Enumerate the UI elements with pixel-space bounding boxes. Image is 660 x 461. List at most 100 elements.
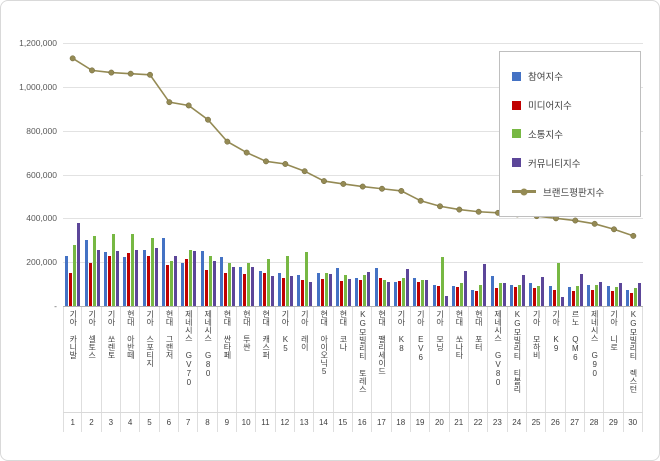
x-axis-rank-label: 10: [237, 413, 257, 432]
bar-미디어지수: [475, 290, 479, 306]
bar-소통지수: [131, 233, 135, 306]
line-marker: [69, 55, 76, 62]
bar-소통지수: [382, 279, 386, 306]
bar-커뮤니티지수: [270, 276, 274, 306]
x-axis-category-label: 기아 K9: [551, 310, 561, 353]
x-axis-category-label: 현대 그랜저: [165, 310, 174, 359]
x-axis-category-label: 현대 쏘나타: [454, 310, 464, 359]
bar-소통지수: [324, 273, 328, 306]
bar-미디어지수: [359, 279, 363, 306]
x-axis-category-label: 현대 싼타페: [222, 310, 232, 359]
bar-참여지수: [413, 277, 417, 306]
bar-소통지수: [363, 275, 367, 306]
x-axis-category-cell: 기아 스포티지: [140, 307, 160, 412]
y-axis-label: 800,000: [26, 125, 57, 136]
bar-미디어지수: [339, 280, 343, 306]
line-marker: [475, 208, 482, 215]
x-axis-rank-label: 30: [624, 413, 643, 432]
bar-소통지수: [73, 244, 77, 306]
legend-label: 커뮤니티지수: [528, 158, 581, 170]
x-axis-category-cell: 현대 그랜저: [160, 307, 179, 412]
x-axis-category-label: 기아 레이: [300, 310, 310, 351]
bar-커뮤니티지수: [309, 281, 313, 306]
line-marker: [147, 71, 153, 78]
x-axis-rank-label: 8: [198, 413, 218, 432]
legend-swatch-icon: [512, 71, 521, 81]
x-axis-category-label: 기아 셀토스: [87, 310, 97, 359]
bar-참여지수: [393, 281, 397, 306]
bar-참여지수: [451, 286, 455, 306]
bar-커뮤니티지수: [173, 255, 177, 306]
bar-참여지수: [123, 256, 127, 306]
line-marker: [166, 99, 173, 106]
legend-item: 미디어지수: [512, 91, 628, 120]
x-axis-category-label: 기아 K8: [396, 310, 406, 353]
line-marker: [437, 203, 443, 210]
x-axis-rank-label: 3: [102, 413, 121, 432]
y-axis-label: 400,000: [26, 213, 57, 224]
bar-커뮤니티지수: [579, 274, 583, 306]
line-marker: [205, 116, 211, 123]
legend-swatch-icon: [512, 100, 521, 110]
bar-커뮤니티지수: [289, 275, 293, 306]
legend-line-marker-icon: [512, 188, 536, 196]
legend-swatch-icon: [512, 158, 521, 168]
bar-미디어지수: [417, 281, 421, 306]
bar-소통지수: [421, 279, 425, 306]
bar-참여지수: [587, 285, 591, 306]
bar-미디어지수: [629, 292, 633, 306]
legend-label: 참여지수: [528, 72, 563, 84]
x-axis-category-label: KG모빌리티 티볼리: [512, 310, 522, 393]
legend-label: 미디어지수: [528, 101, 572, 113]
bar-커뮤니티지수: [637, 283, 641, 306]
bar-미디어지수: [69, 273, 73, 306]
bar-소통지수: [556, 263, 560, 306]
x-axis-rank-label: 11: [256, 413, 276, 432]
bar-참여지수: [548, 286, 552, 306]
bar-커뮤니티지수: [502, 282, 506, 306]
x-axis-rank-label: 20: [430, 413, 450, 432]
bar-소통지수: [227, 263, 231, 306]
bar-소통지수: [614, 287, 618, 306]
line-marker: [127, 70, 134, 77]
legend-item: 브랜드평판지수: [512, 177, 628, 206]
bar-소통지수: [247, 263, 251, 306]
bar-커뮤니티지수: [521, 275, 525, 306]
x-axis-rank-label: 28: [585, 413, 605, 432]
y-axis-label: 1,200,000: [19, 38, 57, 48]
x-axis-rank-label: 22: [469, 413, 489, 432]
x-axis-category-cell: 기아 모닝: [430, 307, 450, 412]
line-marker: [185, 102, 192, 109]
x-axis-category-label: 제네시스 G90: [590, 310, 600, 378]
x-axis-category-cell: 기아 카니발: [63, 307, 83, 412]
x-axis-rank-label: 7: [179, 413, 199, 432]
line-marker: [282, 161, 289, 167]
bar-커뮤니티지수: [115, 251, 119, 306]
x-axis-rank-label: 4: [121, 413, 141, 432]
x-axis-category-band: 기아 카니발 기아 셀토스 기아 쏘렌토 현대 아반떼 기아 스포티지 현대 그랜저 제네시…: [63, 306, 643, 412]
x-axis-category-cell: 기아 쏘렌토: [102, 307, 121, 412]
x-axis-rank-label: 9: [218, 413, 237, 432]
x-axis-category-cell: 기아 K8: [392, 307, 411, 412]
x-axis-category-label: 기아 니로: [609, 310, 619, 351]
bar-참여지수: [374, 267, 378, 306]
y-axis-label: 1,000,000: [19, 81, 57, 92]
bar-커뮤니티지수: [96, 250, 100, 306]
line-marker: [263, 158, 269, 165]
bar-참여지수: [258, 270, 262, 306]
x-axis-category-label: 현대 캐스퍼: [261, 310, 271, 359]
line-marker: [398, 187, 405, 194]
bar-커뮤니티지수: [212, 261, 216, 306]
bar-커뮤니티지수: [328, 274, 332, 306]
x-axis-category-cell: KG모빌리티 티볼리: [508, 307, 527, 412]
x-axis-category-label: KG모빌리티 토레스: [358, 310, 368, 393]
line-marker: [321, 178, 327, 185]
line-marker: [340, 180, 347, 187]
x-axis-category-cell: 현대 투싼: [237, 307, 257, 412]
x-axis-category-label: 기아 스포티지: [145, 310, 155, 367]
gridline: [63, 43, 643, 44]
x-axis-category-label: 현대 투싼: [242, 310, 252, 351]
bar-커뮤니티지수: [347, 278, 351, 306]
x-axis-rank-label: 17: [372, 413, 392, 432]
bar-소통지수: [498, 282, 502, 306]
